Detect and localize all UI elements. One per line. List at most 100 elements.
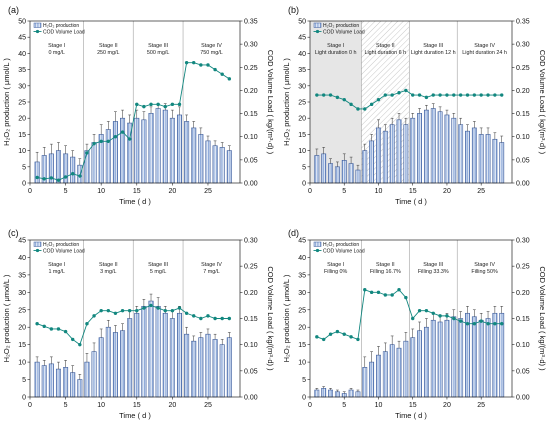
y-tick-label: 35 xyxy=(298,272,306,279)
cod-point xyxy=(78,342,82,347)
cod-point xyxy=(156,102,160,107)
bar xyxy=(314,389,320,398)
x-axis-title: Time ( d ) xyxy=(395,197,427,206)
cod-point xyxy=(321,93,326,97)
bar xyxy=(382,130,388,184)
cod-point xyxy=(397,288,401,292)
stage-detail: Light duration 12 h xyxy=(411,50,456,56)
cod-point xyxy=(120,308,125,313)
cod-point xyxy=(92,141,96,146)
y2-tick-label: 0.30 xyxy=(244,42,258,49)
bar xyxy=(120,330,126,398)
y2-axis-title: COD Volume Load ( kg/(m³·d) ) xyxy=(538,50,547,155)
cod-point xyxy=(170,308,175,313)
y2-tick-label: 0.20 xyxy=(244,88,258,95)
bar xyxy=(437,321,443,398)
stage-detail: 1 mg/L xyxy=(48,269,64,275)
cod-point xyxy=(315,93,319,97)
stage-detail: Light duration 24 h xyxy=(462,50,507,56)
cod-point xyxy=(227,316,232,321)
y-tick-label: 10 xyxy=(298,360,306,367)
y-tick-label: 30 xyxy=(298,83,306,90)
panel-d: 0 5 10 15 20 25 0 5 10 15 20 25 30 35 40 45 0.00 0.05 0.10… xyxy=(282,228,547,420)
y2-tick-label: 0.00 xyxy=(244,181,258,188)
y-tick-label: 30 xyxy=(18,83,26,90)
cod-point xyxy=(42,177,46,181)
stage-name: Stage III xyxy=(423,262,443,268)
bar xyxy=(437,111,443,184)
y-tick-label: 40 xyxy=(18,255,26,262)
bar xyxy=(403,124,409,184)
stage-name: Stage II xyxy=(376,262,395,268)
bar xyxy=(389,344,395,398)
stage-name: Stage I xyxy=(48,262,65,268)
bar xyxy=(499,142,505,184)
stage-detail: 0 mg/L xyxy=(48,50,64,56)
cod-point xyxy=(500,93,504,97)
cod-point xyxy=(199,63,203,67)
bar xyxy=(382,351,388,398)
bar xyxy=(98,337,104,398)
stage-name: Stage II xyxy=(376,43,395,49)
cod-point xyxy=(192,60,196,65)
cod-point xyxy=(321,337,326,342)
x-tick-label: 15 xyxy=(133,188,141,195)
stage-detail: Light duration 0 h xyxy=(315,50,357,56)
cod-point xyxy=(184,60,189,65)
cod-point xyxy=(465,93,470,97)
cod-point xyxy=(404,295,408,300)
panel-c: 0 5 10 15 20 25 0 5 10 15 20 25 30 35 40 45 0.00 0.05 0.10… xyxy=(2,228,275,420)
bar xyxy=(212,145,218,184)
x-tick-label: 0 xyxy=(308,188,312,195)
panel-b: 0 5 10 15 20 25 0 5 10 15 20 25 30 35 40 45 50 0.00 0.05 0.… xyxy=(282,5,547,206)
bar xyxy=(169,117,175,184)
bar xyxy=(191,340,197,398)
cod-point xyxy=(142,306,146,310)
cod-point xyxy=(184,311,189,315)
cod-point xyxy=(356,337,360,342)
bar xyxy=(141,119,147,184)
bar xyxy=(396,347,402,398)
cod-point xyxy=(369,102,374,107)
y2-tick-label: 0.15 xyxy=(516,111,530,118)
bar xyxy=(403,340,409,398)
y-tick-label: 25 xyxy=(298,307,306,314)
cod-point xyxy=(465,322,470,326)
bar xyxy=(396,119,402,184)
bar xyxy=(34,361,40,398)
panel-label: (c) xyxy=(8,228,19,238)
legend-label: COD Volume Load xyxy=(323,29,365,35)
cod-point xyxy=(383,93,388,97)
legend-bar-swatch xyxy=(33,22,42,28)
bar xyxy=(134,312,140,398)
cod-point xyxy=(170,102,175,107)
bar xyxy=(105,326,111,398)
cod-point xyxy=(376,97,381,102)
stage-name: Stage IV xyxy=(201,262,222,268)
y-tick-label: 45 xyxy=(18,238,26,245)
y2-tick-label: 0.00 xyxy=(516,395,530,402)
cod-point xyxy=(356,107,360,111)
x-tick-label: 0 xyxy=(28,402,32,409)
x-tick-label: 5 xyxy=(64,188,68,195)
bar xyxy=(205,333,211,398)
x-tick-label: 5 xyxy=(342,402,346,409)
y-tick-label: 35 xyxy=(18,272,26,279)
y2-tick-label: 0.10 xyxy=(516,134,530,141)
cod-point xyxy=(71,172,75,176)
cod-point xyxy=(213,67,217,72)
stage-detail: Filling 50% xyxy=(471,269,498,275)
cod-line xyxy=(316,289,502,341)
bar xyxy=(471,316,477,398)
cod-point xyxy=(85,322,89,326)
y-tick-label: 5 xyxy=(22,377,26,384)
legend-point-swatch xyxy=(315,29,320,34)
x-axis-title: Time ( d ) xyxy=(119,197,151,206)
x-tick-label: 0 xyxy=(308,402,312,409)
x-tick-label: 10 xyxy=(375,402,383,409)
stage-detail: 5 mg/L xyxy=(150,269,166,275)
bar xyxy=(458,318,464,398)
bar xyxy=(176,114,182,184)
bar xyxy=(376,127,381,184)
